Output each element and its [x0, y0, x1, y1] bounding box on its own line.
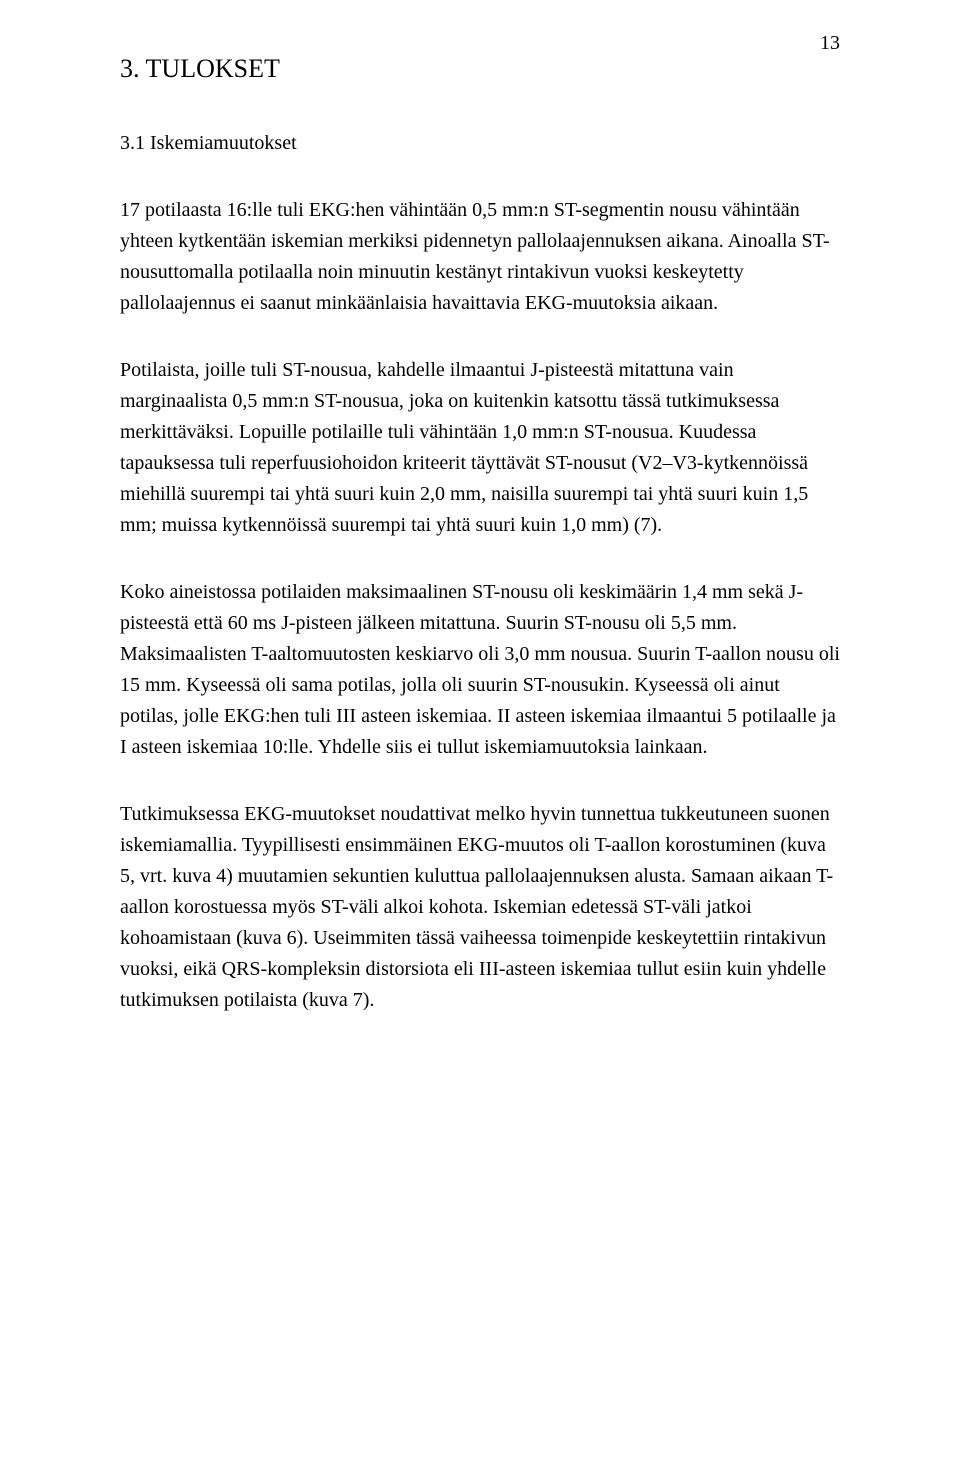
paragraph-4: Tutkimuksessa EKG-muutokset noudattivat …: [120, 799, 840, 1016]
paragraph-1: 17 potilaasta 16:lle tuli EKG:hen vähint…: [120, 195, 840, 319]
paragraph-3: Koko aineistossa potilaiden maksimaaline…: [120, 577, 840, 763]
paragraph-2: Potilaista, joille tuli ST-nousua, kahde…: [120, 355, 840, 541]
page: 13 3. TULOKSET 3.1 Iskemiamuutokset 17 p…: [0, 0, 960, 1466]
heading-main: 3. TULOKSET: [120, 54, 840, 84]
heading-sub: 3.1 Iskemiamuutokset: [120, 132, 840, 155]
page-number: 13: [820, 32, 840, 55]
